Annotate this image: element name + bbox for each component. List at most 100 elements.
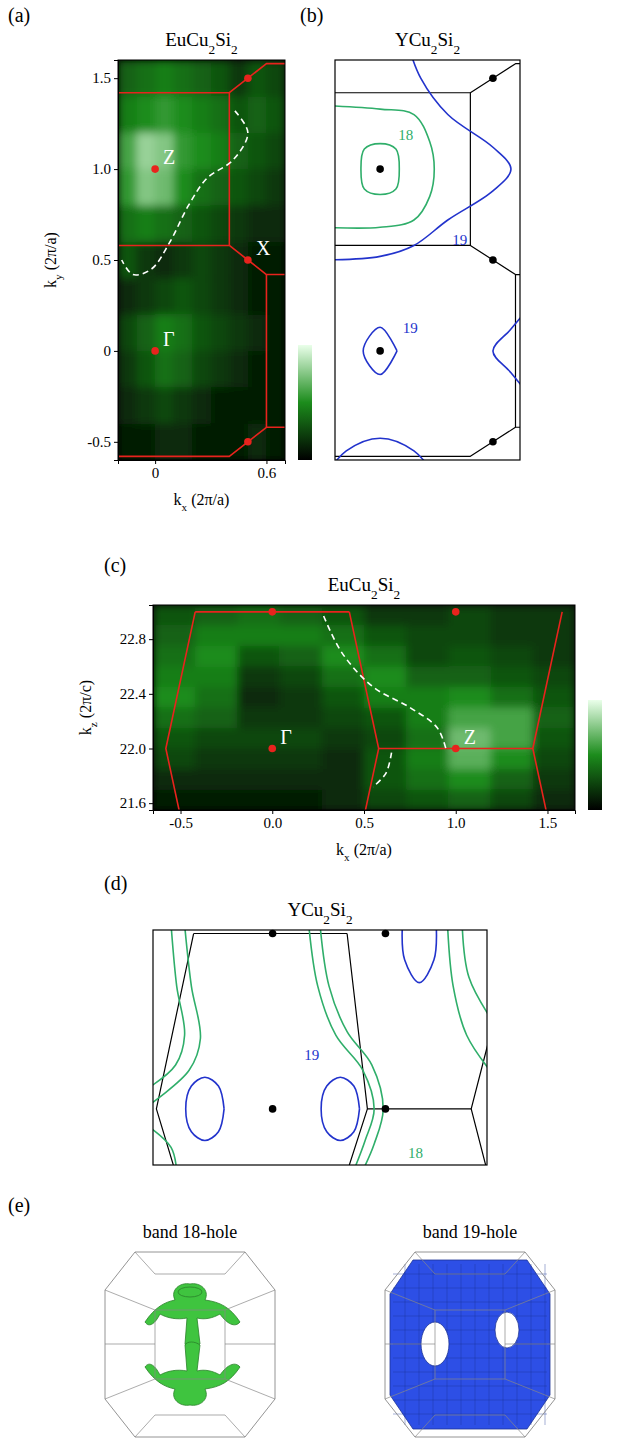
panel-label: (d)	[104, 872, 127, 895]
heatmap-cell	[237, 605, 280, 626]
symmetry-point	[151, 347, 159, 355]
heatmap-cell	[248, 351, 267, 388]
panel-title: EuCu2Si2	[328, 574, 400, 602]
heatmap-cell	[155, 351, 174, 388]
heatmap-cell	[155, 424, 174, 460]
heatmap-cell	[155, 205, 174, 242]
heatmap-cell	[491, 687, 534, 708]
guide-curve	[373, 753, 391, 787]
heatmap-cell	[406, 626, 449, 647]
fermi-contour	[361, 144, 399, 195]
heatmap-cell	[448, 626, 491, 647]
subscript: 2	[323, 912, 330, 927]
heatmap-cell	[195, 749, 238, 770]
heatmap-cell	[448, 769, 491, 790]
x-axis-title: kx (2π/a)	[174, 491, 230, 513]
tick: 0	[152, 460, 160, 481]
heatmap-cell	[533, 728, 575, 749]
fermi-contour	[402, 930, 436, 983]
guide-curves	[324, 616, 447, 787]
heatmap-cell	[248, 278, 267, 315]
heatmap-cell	[137, 424, 156, 460]
heatmap-cell	[174, 205, 193, 242]
heatmap-cell	[406, 769, 449, 790]
heatmap-cell	[280, 687, 323, 708]
heatmap-cell	[448, 667, 491, 688]
zone-boundary	[347, 934, 367, 1165]
overlay: ZΓX	[151, 74, 271, 445]
heatmap-cell	[322, 790, 365, 811]
zone-wireframe	[135, 1252, 245, 1274]
y-axis-title: kz (2π/c)	[77, 680, 99, 735]
axis-line	[114, 61, 119, 461]
tick: 0.6	[258, 460, 277, 481]
heatmap-cell	[211, 351, 230, 388]
plot-background	[335, 60, 520, 460]
fermi-contour	[493, 296, 520, 405]
tick-mark	[149, 639, 153, 640]
heatmap-cell	[137, 60, 156, 97]
heatmap-cell	[118, 315, 137, 352]
heatmap-cell	[364, 626, 407, 647]
zone-wireframe	[105, 1252, 275, 1437]
heatmap-cell	[280, 667, 323, 688]
subscript: 2	[209, 42, 216, 57]
heatmap-cell	[192, 169, 211, 206]
tick-mark	[149, 749, 153, 750]
panel-subtitle: band 19-hole	[423, 1222, 517, 1242]
x-axis: 00.6	[119, 460, 286, 481]
heatmap-cell	[195, 769, 238, 790]
tick-label: -0.5	[169, 815, 193, 831]
text-run: (2π/a)	[42, 232, 60, 274]
fermi-contour	[153, 930, 185, 1088]
heatmap-cell	[448, 646, 491, 667]
tick-label: 22.8	[120, 631, 146, 647]
panel-title: EuCu2Si2	[165, 29, 237, 57]
axis-line	[119, 461, 286, 465]
contours	[335, 60, 520, 460]
high-symmetry-points	[269, 930, 389, 1113]
heatmap-cell	[364, 646, 407, 667]
heatmap-cell	[211, 424, 230, 460]
heatmap-cell	[118, 60, 137, 97]
plot-frame	[335, 60, 520, 460]
heatmap-cell	[153, 667, 196, 688]
contour-label: 18	[408, 1145, 423, 1161]
plot-background	[118, 60, 285, 460]
panel-label: (a)	[8, 4, 30, 27]
tick-mark	[181, 810, 182, 814]
heatmap-cell	[137, 242, 156, 279]
axis-line	[154, 811, 576, 815]
heatmap-cell	[406, 605, 449, 626]
tick-mark	[364, 810, 365, 814]
tick-label: 0.5	[355, 815, 374, 831]
high-symmetry-points	[376, 74, 496, 445]
heatmap-cell	[137, 351, 156, 388]
subscript: 2	[394, 587, 401, 602]
heatmap-cell	[248, 315, 267, 352]
heatmap-cell	[280, 769, 323, 790]
surface-sheet	[145, 1284, 240, 1347]
heatmap-cell	[280, 749, 323, 770]
heatmap-cell	[137, 315, 156, 352]
tick-label: 1.0	[447, 815, 466, 831]
heatmap-cell	[491, 605, 534, 626]
heatmap-cell	[118, 242, 137, 279]
zone-boundary	[335, 245, 520, 274]
surface-grid	[393, 1288, 547, 1289]
zone-boundary	[118, 427, 285, 456]
heatmap-cell	[118, 133, 137, 170]
heatmap-cell	[229, 278, 248, 315]
heatmap-cell	[192, 387, 211, 424]
heatmap-cell	[211, 315, 230, 352]
overlay: 1918	[269, 930, 423, 1161]
heatmap-cell	[174, 387, 193, 424]
contour-label: 19	[403, 320, 418, 336]
heatmap-cell	[322, 626, 365, 647]
heatmap-cell	[280, 605, 323, 626]
heatmap-cell	[174, 242, 193, 279]
symmetry-point	[151, 165, 159, 173]
fermi-contour	[335, 105, 434, 228]
text-run: YCu	[287, 899, 323, 920]
zone-boundary	[470, 93, 471, 246]
